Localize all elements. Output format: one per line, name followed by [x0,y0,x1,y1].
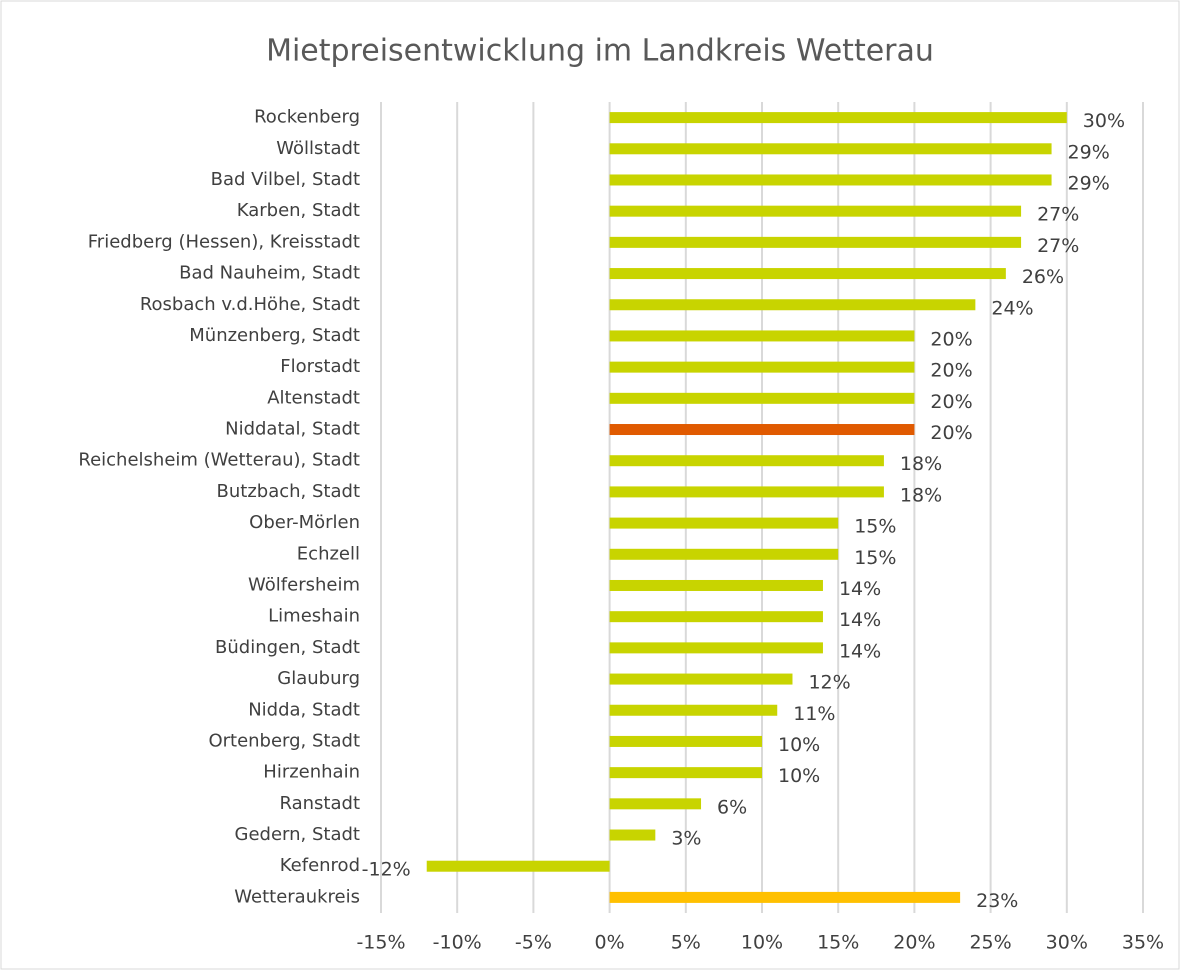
bar [609,236,1022,248]
bar [609,891,961,903]
bar [609,767,762,779]
x-tick-label: 10% [741,932,783,954]
bar [609,268,1006,280]
data-label: 11% [793,703,835,725]
y-tick-label: Florstadt [280,356,360,377]
bar [426,860,610,872]
y-tick-label: Bad Nauheim, Stadt [179,263,360,284]
data-label: 12% [808,672,850,694]
data-label: 6% [717,796,747,818]
bar [609,673,793,685]
y-tick-label: Münzenberg, Stadt [189,325,360,346]
data-label: 20% [930,422,972,444]
data-label: 3% [671,828,701,850]
x-tick-label: 30% [1046,932,1088,954]
x-tick-label: -5% [515,932,552,954]
bar [609,424,915,436]
data-label: 18% [900,453,942,475]
data-label: 23% [976,890,1018,912]
chart-title: Mietpreisentwicklung im Landkreis Wetter… [266,34,934,69]
data-label: 20% [930,391,972,413]
bar [609,517,839,529]
y-tick-label: Büdingen, Stadt [215,637,360,658]
y-tick-label: Butzbach, Stadt [217,481,360,502]
y-tick-label: Ortenberg, Stadt [208,730,360,751]
data-label: 20% [930,328,972,350]
bar [609,299,976,311]
bar [609,486,884,498]
x-tick-label: 25% [969,932,1011,954]
y-tick-label: Friedberg (Hessen), Kreisstadt [88,231,360,252]
y-tick-label: Niddatal, Stadt [225,419,360,440]
data-label: 20% [930,360,972,382]
data-label: 10% [778,765,820,787]
bar [609,174,1052,186]
data-label: 15% [854,516,896,538]
y-tick-label: Bad Vilbel, Stadt [211,169,360,190]
bar [609,361,915,373]
bar [609,392,915,404]
y-tick-label: Rockenberg [254,107,360,128]
y-tick-label: Kefenrod [280,855,360,876]
bar [609,829,656,841]
bar [609,112,1067,124]
y-tick-label: Ranstadt [280,793,361,814]
y-tick-label: Gedern, Stadt [235,824,360,845]
bar [609,735,762,747]
y-tick-label: Glauburg [277,668,360,689]
y-tick-label: Altenstadt [267,387,360,408]
y-tick-label: Wölfersheim [248,574,360,595]
y-tick-label: Echzell [297,543,360,564]
x-tick-label: 5% [671,932,701,954]
x-tick-label: 20% [893,932,935,954]
bar [609,205,1022,217]
x-tick-label: -15% [356,932,405,954]
x-tick-label: 0% [595,932,625,954]
bar [609,642,823,654]
data-label: 29% [1068,141,1110,163]
data-label: 14% [839,578,881,600]
data-label: 27% [1037,204,1079,226]
data-label: 15% [854,547,896,569]
x-tick-label: -10% [433,932,482,954]
bar [609,330,915,342]
data-label: 24% [991,297,1033,319]
data-label: 14% [839,640,881,662]
y-tick-label: Wetteraukreis [234,886,360,907]
bar [609,143,1052,155]
y-tick-label: Hirzenhain [263,762,360,783]
y-tick-label: Karben, Stadt [237,200,360,221]
data-label: -12% [362,859,411,881]
y-tick-label: Limeshain [268,606,360,627]
data-label: 14% [839,609,881,631]
bar [609,579,823,591]
y-tick-label: Ober-Mörlen [249,512,360,533]
data-label: 18% [900,484,942,506]
data-label: 10% [778,734,820,756]
bar [609,798,702,810]
data-label: 29% [1068,172,1110,194]
data-label: 26% [1022,266,1064,288]
bar [609,704,778,716]
y-tick-label: Nidda, Stadt [248,699,360,720]
y-tick-label: Wöllstadt [276,138,360,159]
y-tick-label: Reichelsheim (Wetterau), Stadt [78,450,360,471]
x-tick-label: 35% [1122,932,1164,954]
bar [609,548,839,560]
y-tick-label: Rosbach v.d.Höhe, Stadt [140,294,360,315]
data-label: 30% [1083,110,1125,132]
bar [609,455,884,467]
bar [609,611,823,623]
x-tick-label: 15% [817,932,859,954]
data-label: 27% [1037,235,1079,257]
